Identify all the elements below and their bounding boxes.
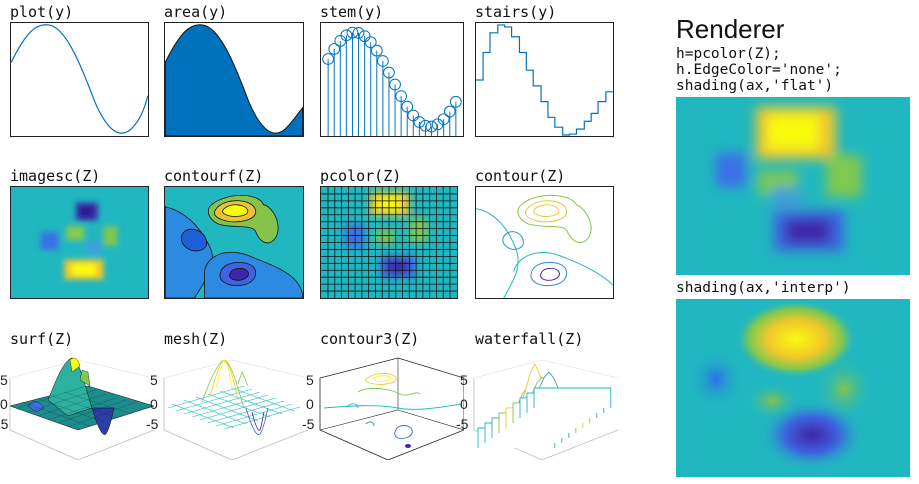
waterfall-curtain bbox=[533, 387, 612, 408]
stem-marker bbox=[358, 30, 371, 43]
waterfall-plot bbox=[473, 359, 619, 461]
stem-label: stem(y) bbox=[320, 3, 384, 21]
imagesc-image bbox=[40, 202, 118, 280]
stem-marker bbox=[413, 116, 426, 128]
stem-marker bbox=[425, 120, 438, 133]
contour3-tick-0: 0 bbox=[306, 396, 314, 412]
contourf-label: contourf(Z) bbox=[164, 167, 264, 185]
surf-tick-0: 0 bbox=[0, 396, 8, 412]
pcolor-grid bbox=[321, 187, 457, 298]
stem-marker bbox=[437, 113, 450, 126]
mesh-panel bbox=[162, 350, 309, 461]
stem-marker bbox=[364, 36, 377, 49]
imagesc-label: imagesc(Z) bbox=[10, 167, 101, 185]
contour-panel bbox=[475, 186, 614, 299]
pcolor-label: pcolor(Z) bbox=[320, 167, 402, 185]
mesh-tick-neg5: -5 bbox=[146, 416, 159, 432]
waterfall-label: waterfall(Z) bbox=[475, 330, 584, 348]
plot-label: plot(y) bbox=[10, 3, 74, 21]
stem-panel bbox=[320, 22, 464, 137]
renderer-code-line-2: h.EdgeColor='none'; bbox=[676, 62, 842, 78]
interp-shading-image bbox=[688, 299, 874, 471]
stem-marker bbox=[401, 100, 414, 113]
stem-marker bbox=[328, 43, 341, 55]
area-panel bbox=[164, 22, 304, 137]
stem-marker bbox=[370, 44, 383, 57]
stem-marker bbox=[443, 105, 456, 118]
mesh-plot bbox=[163, 359, 309, 461]
stem-marker bbox=[395, 90, 408, 103]
stem-marker bbox=[346, 26, 359, 39]
contour3-plot bbox=[319, 357, 465, 461]
stem-marker bbox=[383, 66, 395, 79]
area-fill bbox=[165, 24, 303, 136]
stem-marker bbox=[322, 53, 335, 65]
imagesc-panel bbox=[10, 186, 149, 299]
stem-marker bbox=[419, 119, 432, 132]
stairs-line bbox=[476, 24, 613, 136]
plot-sine-line bbox=[11, 24, 148, 134]
waterfall-tick-5: 5 bbox=[460, 372, 468, 388]
stem-marker bbox=[352, 26, 365, 39]
contour3-label: contour3(Z) bbox=[320, 330, 420, 348]
flat-shading-image bbox=[716, 107, 862, 251]
renderer-title: Renderer bbox=[676, 14, 785, 44]
surf-label: surf(Z) bbox=[10, 330, 74, 348]
contour3-tick-neg5: -5 bbox=[302, 416, 315, 432]
stem-marker bbox=[376, 55, 389, 67]
contourf-fills bbox=[165, 195, 303, 298]
renderer-code-line-3: shading(ax,'flat') bbox=[676, 78, 834, 94]
stairs-panel bbox=[475, 22, 614, 137]
contour3-tick-5: 5 bbox=[306, 372, 314, 388]
mesh-tick-0: 0 bbox=[150, 396, 158, 412]
mesh-label: mesh(Z) bbox=[164, 330, 228, 348]
stairs-label: stairs(y) bbox=[475, 3, 557, 21]
surf-panel bbox=[8, 350, 155, 461]
surf-tick-neg5: -5 bbox=[0, 416, 9, 432]
surf-plot bbox=[9, 357, 155, 461]
waterfall-panel bbox=[472, 350, 619, 461]
plot-panel bbox=[10, 22, 149, 137]
stem-plot bbox=[322, 26, 462, 136]
flat-shading-panel bbox=[676, 97, 910, 275]
interp-label: shading(ax,'interp') bbox=[676, 280, 851, 296]
pcolor-panel bbox=[320, 186, 458, 299]
stem-marker bbox=[389, 78, 401, 91]
area-label: area(y) bbox=[164, 3, 228, 21]
stem-marker bbox=[340, 29, 353, 42]
surf-tick-5: 5 bbox=[0, 372, 8, 388]
stem-marker bbox=[449, 95, 462, 108]
mesh-tick-5: 5 bbox=[150, 372, 158, 388]
contour3-panel bbox=[318, 350, 465, 461]
waterfall-tick-neg5: -5 bbox=[456, 416, 469, 432]
contour-lines bbox=[476, 194, 613, 298]
interp-shading-panel bbox=[676, 299, 910, 477]
contourf-panel bbox=[164, 186, 304, 299]
stem-marker bbox=[407, 109, 420, 122]
contour-label: contour(Z) bbox=[475, 167, 566, 185]
waterfall-tick-0: 0 bbox=[460, 396, 468, 412]
renderer-code-line-1: h=pcolor(Z); bbox=[676, 46, 781, 62]
